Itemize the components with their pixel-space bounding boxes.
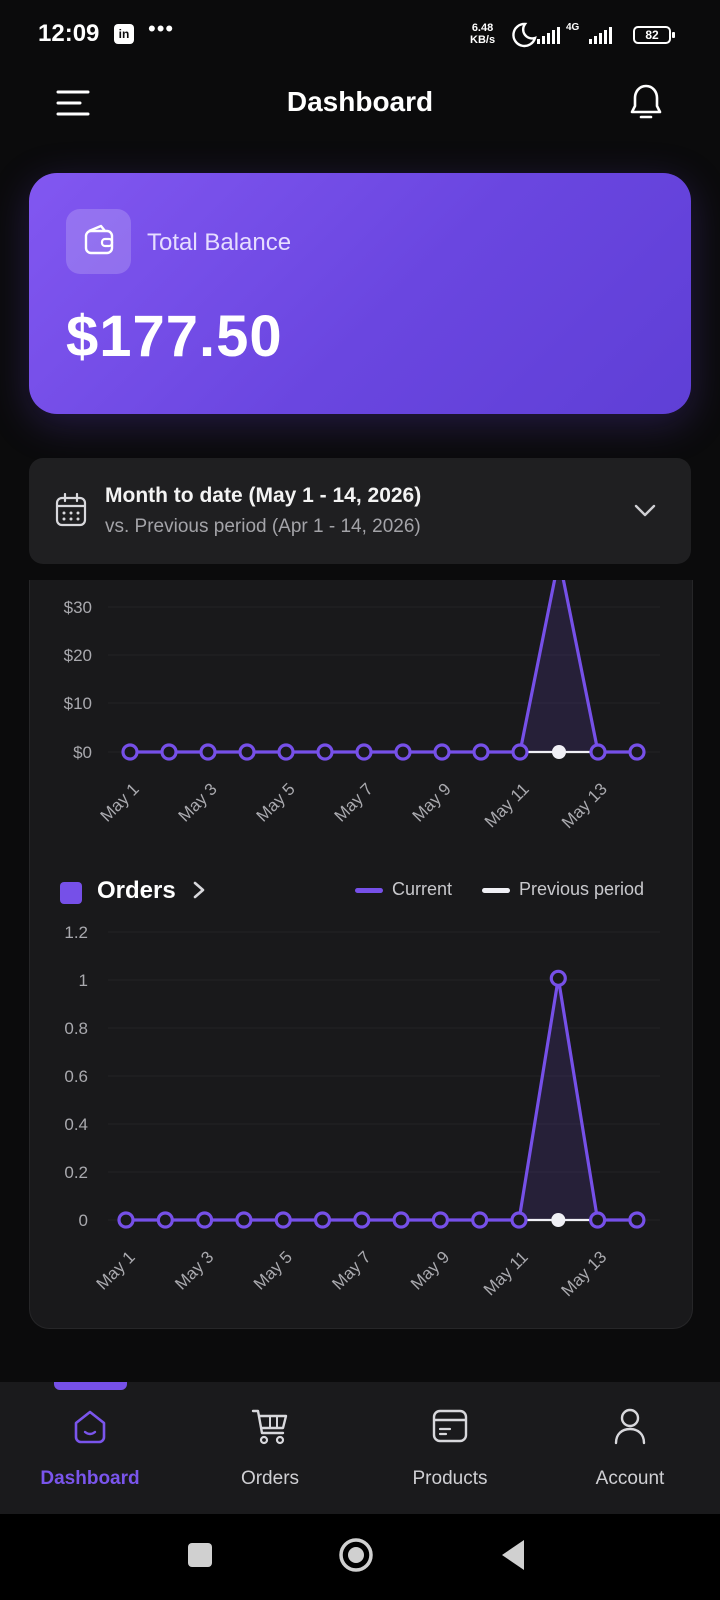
tab-dashboard[interactable]: Dashboard xyxy=(0,1382,180,1514)
notifications-button[interactable] xyxy=(626,82,666,122)
home-button[interactable] xyxy=(338,1537,374,1578)
status-time: 12:09 xyxy=(38,20,100,47)
bell-icon xyxy=(630,84,662,119)
triangle-back-icon xyxy=(502,1540,524,1570)
moon-icon xyxy=(512,22,537,48)
net-speed-unit: KB/s xyxy=(470,34,496,46)
wallet-icon-box xyxy=(66,209,131,274)
net-speed: 6.48 KB/s xyxy=(470,22,495,46)
orders-title[interactable]: Orders xyxy=(97,877,176,904)
tab-products[interactable]: Products xyxy=(360,1382,540,1514)
chevron-down-icon xyxy=(634,504,656,517)
balance-label: Total Balance xyxy=(147,229,292,256)
period-title: Month to date (May 1 - 14, 2026) xyxy=(105,484,422,507)
period-selector[interactable]: Month to date (May 1 - 14, 2026) vs. Pre… xyxy=(29,458,691,564)
tab-dashboard-label: Dashboard xyxy=(40,1468,140,1489)
recents-button[interactable] xyxy=(186,1541,214,1574)
tab-products-label: Products xyxy=(412,1468,488,1489)
wallet-icon xyxy=(84,224,114,255)
person-icon xyxy=(614,1408,646,1445)
menu-icon xyxy=(56,90,90,116)
chevron-right-icon[interactable] xyxy=(190,878,210,902)
balance-amount: $177.50 xyxy=(66,304,283,369)
system-nav-bar xyxy=(0,1514,720,1600)
active-tab-indicator xyxy=(54,1382,127,1390)
cart-icon xyxy=(251,1409,288,1445)
tab-account[interactable]: Account xyxy=(540,1382,720,1514)
signal-bars-2-icon xyxy=(589,27,612,44)
bottom-tab-bar: Dashboard Orders Products Account xyxy=(0,1382,720,1514)
menu-button[interactable] xyxy=(56,86,90,120)
signal-bars-icon xyxy=(537,27,560,44)
calendar-icon xyxy=(55,493,87,527)
legend-previous-label: Previous period xyxy=(519,879,645,899)
legend-current-swatch xyxy=(355,888,383,893)
status-bar: 12:09 in ••• 6.48 KB/s 4G 82 xyxy=(0,0,720,66)
home-icon xyxy=(74,1410,106,1444)
orders-color-swatch xyxy=(60,882,82,904)
network-type: 4G xyxy=(566,22,580,33)
box-icon xyxy=(432,1409,468,1443)
circle-icon xyxy=(339,1538,373,1572)
square-icon xyxy=(188,1543,212,1567)
more-notifications-icon: ••• xyxy=(148,16,175,41)
tab-account-label: Account xyxy=(595,1468,665,1489)
back-button[interactable] xyxy=(498,1538,528,1577)
page-title: Dashboard xyxy=(286,86,434,117)
period-subtitle: vs. Previous period (Apr 1 - 14, 2026) xyxy=(105,516,421,537)
signal-icons: 4G xyxy=(512,22,612,48)
tab-orders[interactable]: Orders xyxy=(180,1382,360,1514)
linkedin-notification-icon: in xyxy=(114,24,134,44)
charts-card xyxy=(29,580,693,1329)
balance-card: Total Balance $177.50 xyxy=(29,173,691,414)
battery-icon: 82 xyxy=(633,26,675,44)
tab-orders-label: Orders xyxy=(240,1468,300,1489)
legend-previous-swatch xyxy=(482,888,510,893)
net-speed-value: 6.48 xyxy=(471,22,494,34)
legend-current-label: Current xyxy=(392,879,453,899)
